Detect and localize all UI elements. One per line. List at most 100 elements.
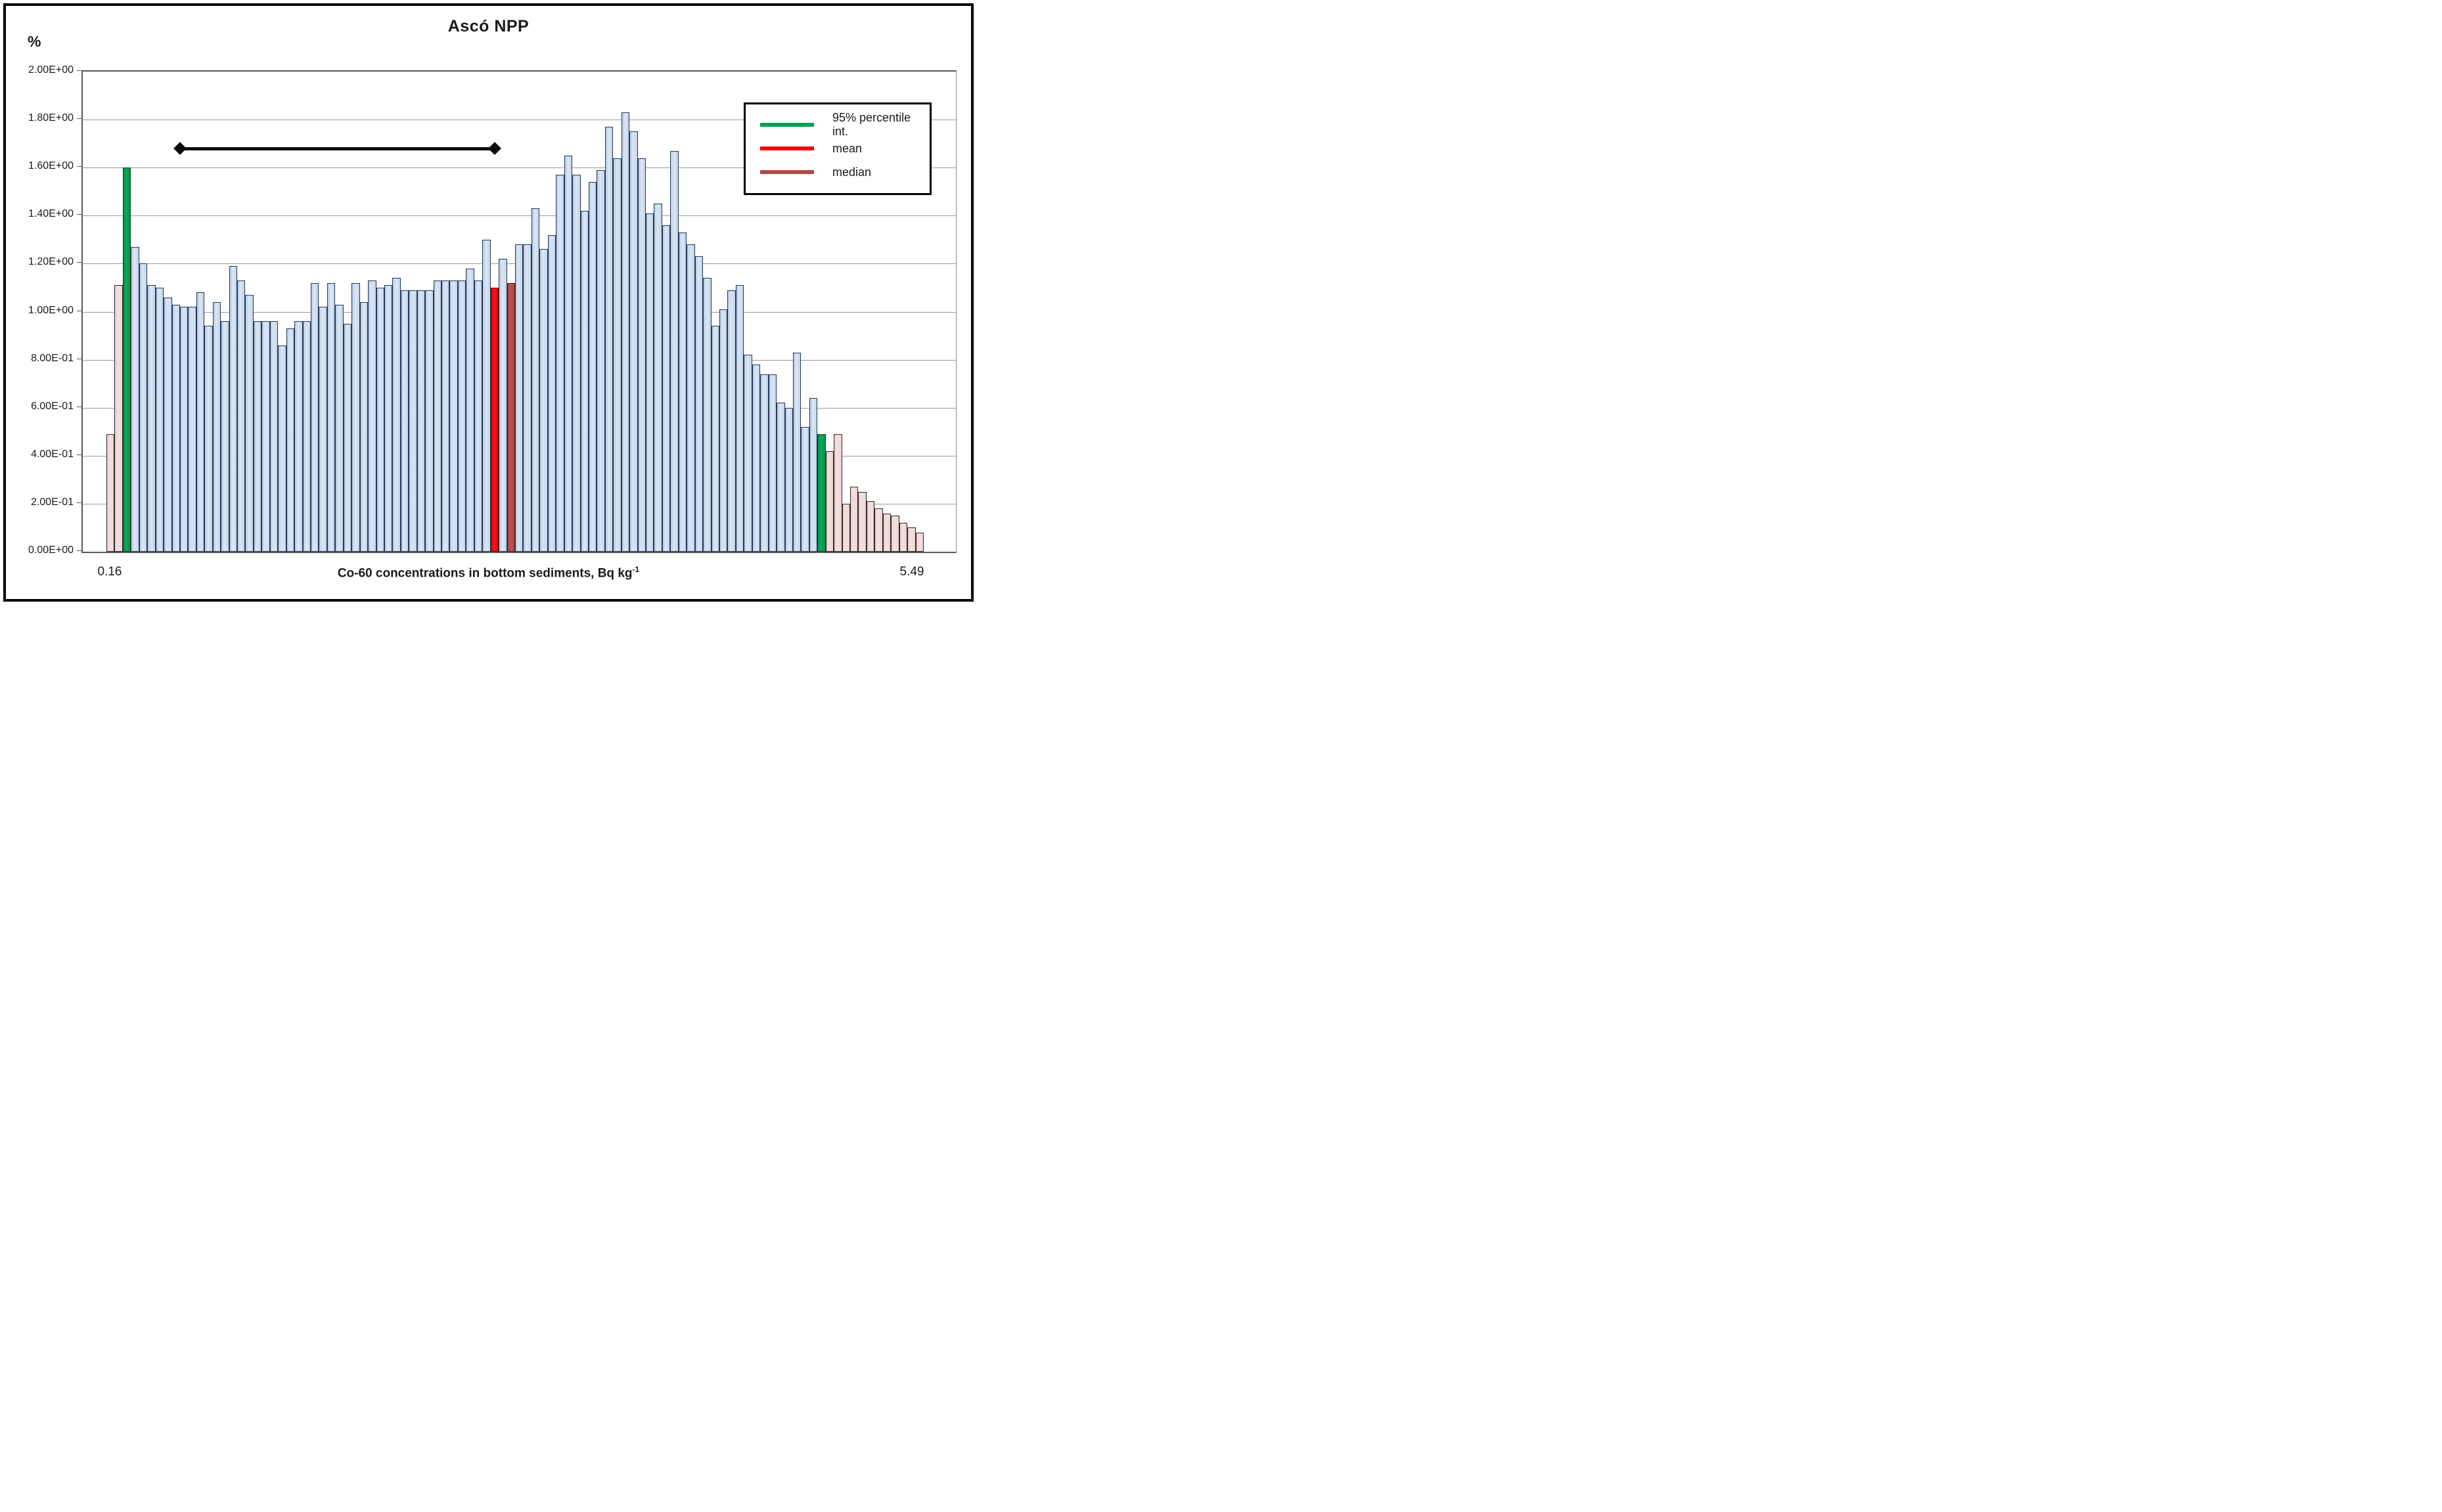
histogram-bar	[752, 364, 761, 552]
histogram-bar	[294, 321, 303, 552]
histogram-bar	[400, 290, 409, 552]
histogram-bar	[809, 398, 818, 552]
chart-title: Ascó NPP	[447, 17, 530, 35]
histogram-bar	[572, 175, 581, 552]
histogram-bar	[196, 292, 205, 552]
histogram-bar	[784, 407, 793, 552]
y-tick-label: 4.00E-01	[31, 448, 74, 460]
legend-label: median	[832, 165, 872, 179]
histogram-bar	[302, 321, 311, 552]
histogram-bar	[269, 321, 279, 552]
histogram-bar	[311, 282, 319, 552]
tail-bar	[858, 491, 867, 552]
x-axis-title-superscript: -1	[632, 565, 640, 574]
tail-bar	[114, 285, 123, 552]
x-axis-title: Co-60 concentrations in bottom sediments…	[0, 565, 977, 581]
histogram-bar	[204, 326, 213, 552]
histogram-bar	[604, 127, 614, 552]
y-tick-label: 1.60E+00	[28, 160, 74, 172]
histogram-bar	[164, 297, 172, 552]
range-annotation-line	[173, 142, 501, 155]
legend-swatch-icon	[760, 123, 814, 127]
tail-bar	[891, 516, 899, 552]
y-tick-mark	[77, 502, 81, 503]
histogram-bar	[474, 280, 483, 552]
histogram-bar	[662, 225, 671, 552]
histogram-bar	[155, 287, 164, 552]
histogram-bar	[147, 285, 156, 552]
histogram-bar	[482, 239, 491, 552]
histogram-bar	[384, 285, 393, 552]
histogram-bar	[515, 244, 524, 552]
tail-bar	[842, 503, 851, 552]
histogram-bar	[237, 280, 246, 552]
y-tick-mark	[77, 118, 81, 120]
y-tick-label: 1.00E+00	[28, 304, 74, 316]
y-tick-label: 6.00E-01	[31, 400, 74, 412]
y-tick-label: 2.00E-01	[31, 496, 74, 508]
legend-label: mean	[832, 141, 863, 155]
legend-swatch-icon	[760, 146, 814, 150]
histogram-bar	[580, 211, 589, 552]
histogram-bar	[711, 326, 719, 552]
gridline	[83, 167, 956, 169]
histogram-bar	[171, 304, 180, 552]
y-tick-mark	[77, 166, 81, 167]
percentile-bound-bar	[122, 167, 131, 552]
x-axis-max-label: 5.49	[899, 565, 924, 579]
histogram-bar	[409, 290, 417, 552]
histogram-bar	[523, 244, 531, 552]
histogram-bar	[343, 323, 352, 552]
histogram-bar	[694, 256, 704, 552]
histogram-bar	[457, 280, 466, 552]
histogram-bar	[212, 301, 221, 552]
histogram-bar	[417, 290, 426, 552]
y-tick-label: 1.40E+00	[28, 208, 74, 220]
histogram-bar	[735, 285, 744, 552]
mean-bar	[490, 287, 499, 552]
legend-item: mean	[760, 137, 930, 160]
legend: 95% percentile int. mean median	[744, 102, 932, 195]
histogram-bar	[564, 155, 573, 552]
gridline	[83, 215, 956, 217]
tail-bar	[907, 527, 916, 552]
histogram-bar	[188, 307, 196, 552]
histogram-bar	[547, 234, 556, 552]
histogram-bar	[335, 304, 344, 552]
histogram-bar	[646, 213, 654, 552]
histogram-bar	[588, 182, 597, 552]
histogram-bar	[719, 309, 728, 552]
histogram-bar	[139, 263, 148, 552]
histogram-bar	[703, 278, 712, 552]
histogram-bar	[629, 131, 638, 552]
tail-bar	[834, 434, 842, 552]
histogram-bar	[179, 307, 189, 552]
histogram-bar	[392, 278, 401, 552]
histogram-bar	[597, 169, 605, 552]
y-tick-label: 1.80E+00	[28, 112, 74, 124]
tail-bar	[899, 523, 908, 552]
histogram-bar	[327, 282, 336, 552]
y-axis-unit-label: %	[28, 33, 41, 50]
histogram-bar	[466, 268, 474, 552]
tail-bar	[850, 487, 859, 552]
y-tick-label: 2.00E+00	[28, 64, 74, 76]
histogram-bar	[744, 355, 752, 552]
histogram-bar	[245, 294, 254, 552]
histogram-bar	[449, 280, 458, 552]
histogram-bar	[687, 244, 695, 552]
histogram-bar	[319, 307, 327, 552]
histogram-bar	[286, 328, 295, 552]
histogram-bar	[621, 112, 630, 552]
histogram-bar	[499, 259, 507, 552]
x-axis-title-text: Co-60 concentrations in bottom sediments…	[337, 566, 633, 581]
histogram-bar	[670, 150, 679, 552]
tail-bar	[915, 532, 924, 552]
legend-swatch-icon	[760, 170, 814, 174]
histogram-bar	[425, 290, 434, 552]
histogram-bar	[539, 249, 548, 552]
histogram-bar	[801, 426, 809, 552]
legend-item: median	[760, 160, 930, 184]
y-tick-mark	[77, 70, 81, 71]
histogram-bar	[654, 204, 662, 552]
